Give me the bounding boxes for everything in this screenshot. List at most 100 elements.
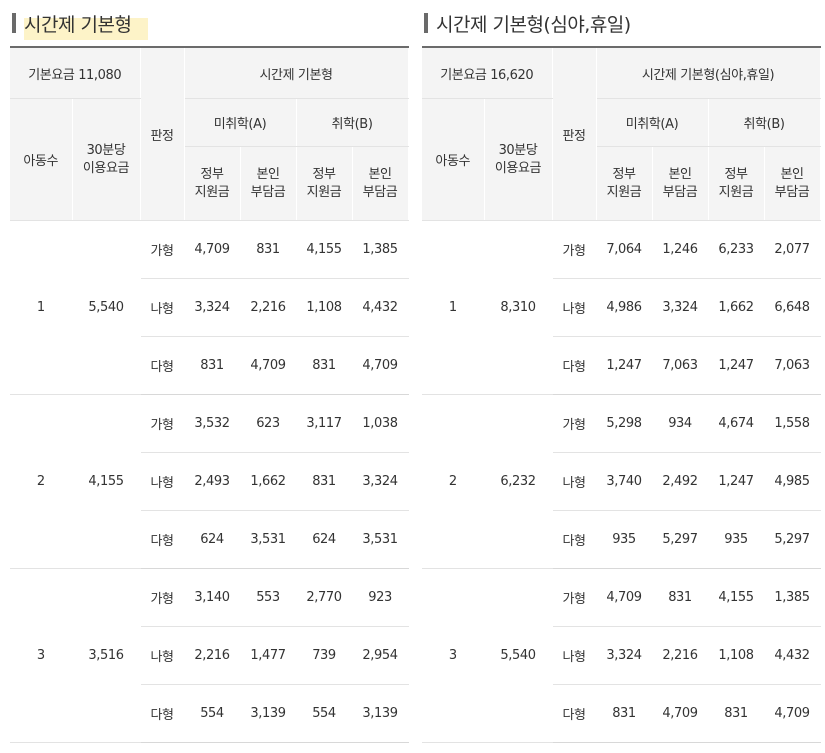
a-gov-cell: 624 xyxy=(184,510,241,569)
a-self-cell: 4,709 xyxy=(652,684,709,743)
a-gov-header: 정부 지원금 xyxy=(596,146,653,221)
fee-per-30min-cell: 5,540 xyxy=(484,568,553,743)
table-row: 3 5,540 가형 4,709 831 4,155 1,385 xyxy=(422,568,821,743)
a-gov-cell: 3,324 xyxy=(184,278,241,337)
a-gov-cell: 4,709 xyxy=(184,220,241,279)
b-self-cell: 923 xyxy=(352,568,409,627)
table-row: 다형 831 4,709 831 4,709 xyxy=(10,336,409,395)
b-gov-cell: 4,155 xyxy=(708,568,765,627)
b-self-cell: 4,709 xyxy=(352,336,409,395)
table-body: 1 8,310 가형 7,064 1,246 6,233 2,077 나형 4,986 3,324… xyxy=(422,220,821,743)
fee-column-label: 30분당 이용요금 xyxy=(82,142,130,176)
fee-per-30min-cell: 6,232 xyxy=(484,394,553,569)
a-gov-cell: 1,247 xyxy=(596,336,653,395)
b-self-cell: 4,432 xyxy=(764,626,821,685)
grade-cell: 다형 xyxy=(552,510,597,569)
group-a-header: 미취학(A) xyxy=(596,98,709,147)
b-gov-cell: 554 xyxy=(296,684,353,743)
grade-cell: 나형 xyxy=(552,626,597,685)
table-row: 다형 1,247 7,063 1,247 7,063 xyxy=(422,336,821,395)
base-fee-header: 기본요금 11,080 xyxy=(10,47,141,99)
a-gov-cell: 3,140 xyxy=(184,568,241,627)
grade-cell: 가형 xyxy=(140,220,185,279)
b-self-cell: 3,139 xyxy=(352,684,409,743)
a-self-cell: 3,139 xyxy=(240,684,297,743)
b-gov-cell: 1,247 xyxy=(708,452,765,511)
table-row: 나형 2,216 1,477 739 2,954 xyxy=(10,626,409,685)
table-row: 1 5,540 가형 4,709 831 4,155 1,385 xyxy=(10,220,409,395)
a-self-cell: 4,709 xyxy=(240,336,297,395)
b-self-cell: 2,077 xyxy=(764,220,821,279)
table-row: 나형 4,986 3,324 1,662 6,648 xyxy=(422,278,821,337)
b-self-header: 본인 부담금 xyxy=(352,146,409,221)
a-gov-cell: 2,216 xyxy=(184,626,241,685)
a-self-cell: 1,246 xyxy=(652,220,709,279)
children-count-cell: 3 xyxy=(422,568,485,743)
a-gov-cell: 2,493 xyxy=(184,452,241,511)
a-self-cell: 553 xyxy=(240,568,297,627)
grade-cell: 다형 xyxy=(140,684,185,743)
type-header: 시간제 기본형 xyxy=(184,47,409,99)
b-self-cell: 4,709 xyxy=(764,684,821,743)
a-self-cell: 1,477 xyxy=(240,626,297,685)
b-self-cell: 4,985 xyxy=(764,452,821,511)
fee-per-30min-cell: 4,155 xyxy=(72,394,141,569)
a-gov-cell: 3,532 xyxy=(184,394,241,453)
a-self-cell: 934 xyxy=(652,394,709,453)
heading-bar-icon xyxy=(12,13,16,33)
type-header: 시간제 기본형(심야,휴일) xyxy=(596,47,821,99)
a-gov-cell: 831 xyxy=(596,684,653,743)
grade-cell: 가형 xyxy=(140,394,185,453)
children-count-cell: 1 xyxy=(10,220,73,395)
fee-per-30min-cell: 3,516 xyxy=(72,568,141,743)
b-self-cell: 5,297 xyxy=(764,510,821,569)
group-b-header: 취학(B) xyxy=(296,98,409,147)
table-row: 나형 2,493 1,662 831 3,324 xyxy=(10,452,409,511)
grade-column-header: 판정 xyxy=(552,47,597,221)
table-panel-night-holiday: 시간제 기본형(심야,휴일) 기본요금 16,620 판정 시간제 기본형(심야… xyxy=(422,0,821,743)
b-gov-cell: 935 xyxy=(708,510,765,569)
fee-per-30min-cell: 5,540 xyxy=(72,220,141,395)
a-gov-cell: 5,298 xyxy=(596,394,653,453)
table-row: 다형 624 3,531 624 3,531 xyxy=(10,510,409,569)
a-self-cell: 2,492 xyxy=(652,452,709,511)
a-self-cell: 1,662 xyxy=(240,452,297,511)
table-row: 다형 554 3,139 554 3,139 xyxy=(10,684,409,743)
table-row: 2 6,232 가형 5,298 934 4,674 1,558 xyxy=(422,394,821,569)
b-gov-header: 정부 지원금 xyxy=(296,146,353,221)
children-count-cell: 2 xyxy=(10,394,73,569)
table-row: 나형 3,324 2,216 1,108 4,432 xyxy=(422,626,821,685)
b-self-cell: 1,038 xyxy=(352,394,409,453)
a-gov-cell: 3,324 xyxy=(596,626,653,685)
grade-cell: 나형 xyxy=(552,278,597,337)
b-gov-cell: 3,117 xyxy=(296,394,353,453)
a-self-header: 본인 부담금 xyxy=(652,146,709,221)
b-gov-cell: 739 xyxy=(296,626,353,685)
a-gov-cell: 4,986 xyxy=(596,278,653,337)
a-self-header: 본인 부담금 xyxy=(240,146,297,221)
b-gov-cell: 1,662 xyxy=(708,278,765,337)
b-gov-cell: 831 xyxy=(296,336,353,395)
a-gov-cell: 554 xyxy=(184,684,241,743)
table-body: 1 5,540 가형 4,709 831 4,155 1,385 나형 3,324 2,216 1,… xyxy=(10,220,409,743)
grade-cell: 나형 xyxy=(552,452,597,511)
heading-bar-icon xyxy=(424,13,428,33)
children-count-cell: 2 xyxy=(422,394,485,569)
section-heading: 시간제 기본형(심야,휴일) xyxy=(422,0,820,46)
b-self-cell: 1,385 xyxy=(352,220,409,279)
b-self-cell: 7,063 xyxy=(764,336,821,395)
b-self-cell: 2,954 xyxy=(352,626,409,685)
table-row: 2 4,155 가형 3,532 623 3,117 1,038 xyxy=(10,394,409,569)
b-gov-cell: 831 xyxy=(296,452,353,511)
base-fee-header: 기본요금 16,620 xyxy=(422,47,553,99)
b-gov-cell: 1,108 xyxy=(708,626,765,685)
section-title: 시간제 기본형 xyxy=(24,13,132,36)
a-self-cell: 831 xyxy=(240,220,297,279)
table-row: 3 3,516 가형 3,140 553 2,770 923 xyxy=(10,568,409,743)
table-row: 나형 3,324 2,216 1,108 4,432 xyxy=(10,278,409,337)
grade-cell: 나형 xyxy=(140,278,185,337)
b-gov-cell: 4,674 xyxy=(708,394,765,453)
b-gov-cell: 1,108 xyxy=(296,278,353,337)
grade-cell: 가형 xyxy=(140,568,185,627)
table-panel-basic: 시간제 기본형 기본요금 11,080 판정 시간제 기본형 아동수 30분당 … xyxy=(10,0,409,743)
